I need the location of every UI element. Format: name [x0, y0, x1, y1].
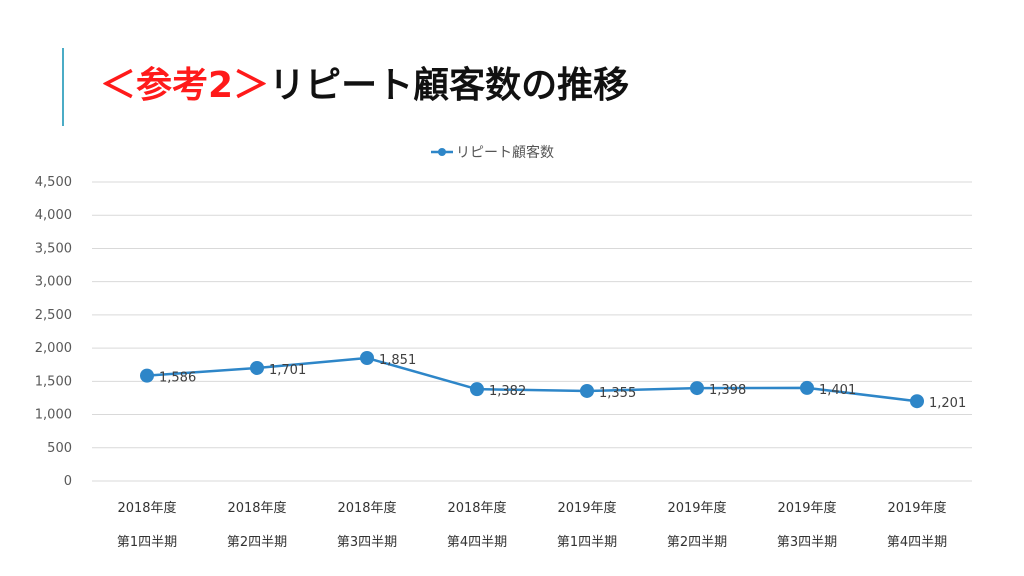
data-label: 1,586: [159, 371, 196, 386]
x-tick-label-quarter: 第2四半期: [227, 535, 287, 550]
title-prefix: ＜参考2＞: [100, 65, 270, 106]
data-point: [360, 351, 374, 366]
y-tick-label: 3,500: [35, 241, 72, 256]
y-tick-label: 2,000: [35, 341, 72, 356]
data-label: 1,355: [599, 386, 636, 401]
y-tick-label: 2,500: [35, 308, 72, 323]
x-tick-label-quarter: 第2四半期: [667, 535, 727, 550]
legend-label: リピート顧客数: [456, 145, 554, 161]
y-tick-label: 0: [64, 474, 72, 489]
x-tick-label-quarter: 第3四半期: [777, 535, 837, 550]
data-point: [470, 382, 484, 397]
data-label: 1,398: [709, 383, 746, 398]
accent-bar: [62, 48, 64, 126]
legend-line-marker-icon: [431, 148, 453, 156]
y-tick-label: 1,000: [35, 408, 72, 423]
title-main: リピート顧客数の推移: [269, 65, 630, 106]
data-point: [250, 360, 264, 375]
y-tick-label: 4,500: [35, 175, 72, 190]
x-tick-label-quarter: 第1四半期: [557, 535, 617, 550]
x-tick-label-quarter: 第3四半期: [337, 535, 397, 550]
x-tick-label-year: 2019年度: [887, 500, 946, 516]
data-label: 1,201: [929, 396, 966, 411]
x-tick-label-year: 2018年度: [447, 500, 506, 516]
x-tick-label-quarter: 第4四半期: [447, 535, 507, 550]
data-point: [910, 394, 924, 409]
data-label: 1,382: [489, 384, 526, 399]
y-tick-label: 4,000: [35, 208, 72, 223]
x-tick-label-year: 2018年度: [337, 500, 396, 516]
x-tick-label-year: 2018年度: [117, 500, 176, 516]
x-tick-label-quarter: 第1四半期: [117, 535, 177, 550]
data-label: 1,851: [379, 353, 416, 368]
series-line: [146, 356, 918, 403]
x-tick-label-year: 2019年度: [667, 500, 726, 516]
x-tick-label-year: 2019年度: [557, 500, 616, 516]
y-tick-label: 3,000: [35, 275, 72, 290]
slide-title: ＜参考2＞リピート顧客数の推移: [100, 60, 629, 112]
x-tick-label-quarter: 第4四半期: [887, 535, 947, 550]
data-label: 1,701: [269, 363, 306, 378]
data-point: [580, 383, 594, 398]
data-label: 1,401: [819, 383, 856, 398]
y-tick-label: 500: [47, 441, 72, 456]
data-point: [690, 381, 704, 396]
y-tick-label: 1,500: [35, 374, 72, 389]
data-point: [140, 368, 154, 383]
chart-legend: リピート顧客数: [430, 140, 554, 164]
x-tick-label-year: 2019年度: [777, 500, 836, 516]
x-tick-label-year: 2018年度: [227, 500, 286, 516]
data-point: [800, 380, 814, 395]
